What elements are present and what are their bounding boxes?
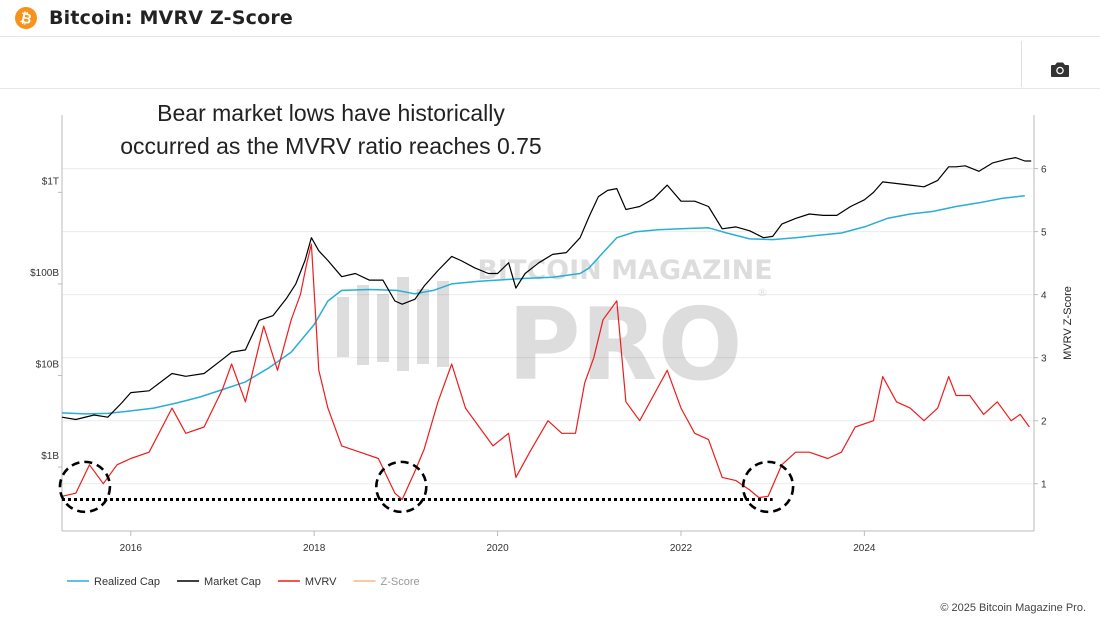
x-tick-label: 2018: [303, 543, 326, 554]
right-axis-title: MVRV Z-Score: [1062, 286, 1074, 360]
series-line-mvrv: [61, 243, 1030, 501]
header-bar: ₿ Bitcoin: MVRV Z-Score: [0, 0, 1100, 37]
bitcoin-logo-icon: ₿: [12, 4, 40, 32]
highlight-circle: [741, 460, 795, 514]
x-tick-label: 2024: [853, 543, 876, 554]
series-line-realized-cap: [61, 194, 1025, 415]
footer-copyright: © 2025 Bitcoin Magazine Pro.: [940, 602, 1086, 614]
toolbar-divider: [1021, 41, 1022, 87]
series-line-market-cap: [61, 157, 1032, 421]
y-left-tick-label: $100B: [30, 268, 59, 279]
legend-label: MVRV: [305, 576, 337, 588]
legend-label: Market Cap: [204, 576, 261, 588]
watermark-text: BITCOIN MAGAZINE: [477, 255, 772, 286]
y-right-tick-label: 4: [1041, 291, 1047, 302]
watermark: BITCOIN MAGAZINE PRO ®: [337, 255, 773, 403]
legend: Realized Cap Market Cap MVRV Z-Score: [67, 576, 420, 588]
chart-toolbar: [0, 37, 1100, 89]
y-right-tick-label: 3: [1041, 354, 1047, 365]
legend-item: Market Cap: [177, 576, 261, 588]
y-left-tick-label: $1B: [41, 451, 59, 462]
camera-icon[interactable]: [1049, 60, 1071, 80]
x-tick-label: 2020: [486, 543, 509, 554]
series-lines: [61, 157, 1032, 501]
x-tick-label: 2022: [670, 543, 693, 554]
y-left-tick-label: $1T: [42, 176, 59, 187]
legend-label: Z-Score: [381, 576, 420, 588]
annotation-line-2: occurred as the MVRV ratio reaches 0.75: [120, 133, 541, 159]
highlight-circle: [374, 460, 428, 514]
highlight-circles: [58, 460, 795, 514]
y-left-tick-label: $10B: [36, 359, 60, 370]
watermark-candles-icon: [337, 277, 449, 371]
watermark-registered-mark: ®: [757, 286, 768, 299]
mvrv-chart: BITCOIN MAGAZINE PRO ® $1B $10B $100B $1T 1 2…: [30, 100, 1074, 588]
y-right-tick-label: 2: [1041, 417, 1047, 428]
legend-item: MVRV: [277, 576, 337, 588]
axes: $1B $10B $100B $1T 1 2 3 4 5 6 2016 2018 2020 2022 202…: [30, 115, 1074, 554]
legend-label: Realized Cap: [94, 576, 160, 588]
annotation-line-1: Bear market lows have historically: [157, 100, 505, 126]
legend-item: Realized Cap: [67, 576, 160, 588]
highlight-circle: [58, 460, 112, 514]
y-right-tick-label: 6: [1041, 165, 1047, 176]
annotation: Bear market lows have historically occur…: [120, 100, 541, 159]
watermark-pro-text: PRO: [507, 286, 742, 403]
legend-item: Z-Score: [353, 576, 420, 588]
y-right-tick-label: 1: [1041, 480, 1047, 491]
y-right-tick-label: 5: [1041, 228, 1047, 239]
page-title: Bitcoin: MVRV Z-Score: [49, 7, 293, 29]
x-tick-label: 2016: [120, 543, 143, 554]
